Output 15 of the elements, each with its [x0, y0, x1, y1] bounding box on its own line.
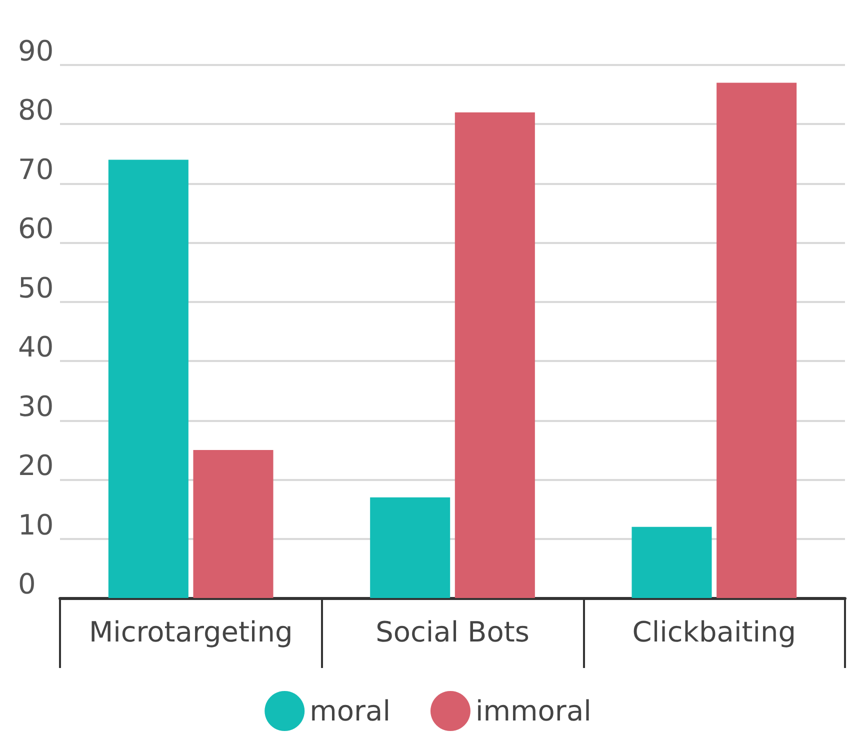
legend-label: moral — [310, 694, 390, 728]
x-tick-label: Microtargeting — [88, 616, 293, 648]
y-tick-label: 50 — [18, 271, 54, 304]
y-tick-label: 60 — [18, 212, 54, 246]
y-tick-label: 40 — [18, 330, 54, 364]
x-tick-label: Clickbaiting — [632, 616, 796, 648]
legend-label: immoral — [475, 694, 592, 728]
y-tick-label: 80 — [18, 94, 54, 127]
y-tick-label: 30 — [18, 390, 54, 423]
y-tick-label: 0 — [18, 568, 36, 600]
y-tick-label: 20 — [18, 449, 54, 482]
y-tick-label: 10 — [18, 508, 54, 542]
y-tick-label: 70 — [18, 152, 54, 186]
y-tick-label: 90 — [18, 34, 54, 68]
x-tick-label: Social Bots — [376, 616, 530, 648]
